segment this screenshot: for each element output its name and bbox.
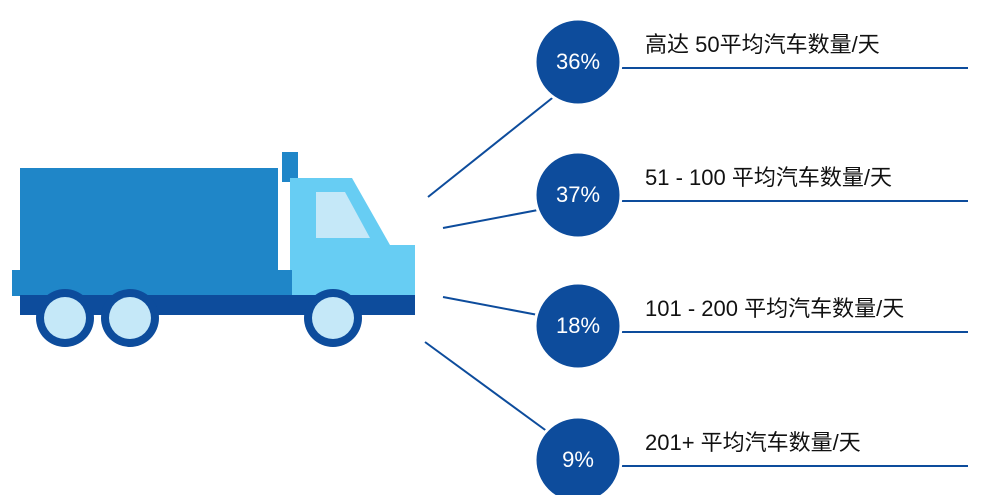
percent-badge (533, 415, 623, 500)
connector (424, 341, 549, 433)
percent-badge (533, 150, 623, 240)
cargo-box (20, 168, 278, 300)
percent-text: 18% (556, 313, 600, 338)
truck (12, 152, 415, 347)
item-label: 201+ 平均汽车数量/天 (645, 430, 861, 455)
connector (442, 296, 539, 316)
percent-text: 9% (562, 447, 594, 472)
percent-text: 36% (556, 49, 600, 74)
cab-joint (278, 270, 292, 298)
wheel-hub (312, 297, 354, 339)
wheel-hub (109, 297, 151, 339)
connector (427, 94, 557, 198)
percent-text: 37% (556, 182, 600, 207)
items: 36% 高达 50平均汽车数量/天 37% 51 - 100 平均汽车数量/天 18% 1… (533, 17, 968, 500)
cab-window (316, 192, 370, 238)
percent-badge (533, 17, 623, 107)
percent-badge (533, 281, 623, 371)
item-label: 高达 50平均汽车数量/天 (645, 32, 880, 57)
connector (442, 209, 539, 229)
item-label: 51 - 100 平均汽车数量/天 (645, 165, 892, 190)
exhaust (282, 152, 298, 182)
item-label: 101 - 200 平均汽车数量/天 (645, 296, 904, 321)
wheel-hub (44, 297, 86, 339)
connectors (424, 94, 557, 433)
